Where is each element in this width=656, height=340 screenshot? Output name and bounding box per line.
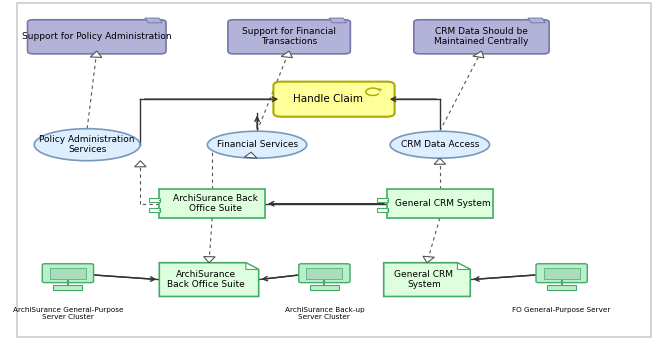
Bar [377,208,388,212]
Text: FO General-Purpose Server: FO General-Purpose Server [512,307,611,313]
Text: Financial Services: Financial Services [216,140,298,149]
Bar [387,189,493,218]
FancyBboxPatch shape [228,20,350,54]
FancyBboxPatch shape [54,285,83,290]
Text: CRM Data Access: CRM Data Access [401,140,479,149]
Ellipse shape [390,131,489,158]
Bar [544,268,580,278]
Text: General CRM
System: General CRM System [394,270,453,289]
Text: ArchiSurance General-Purpose
Server Cluster: ArchiSurance General-Purpose Server Clus… [12,307,123,320]
Polygon shape [423,256,434,263]
Bar [149,198,161,203]
Polygon shape [244,152,257,158]
Text: General CRM System: General CRM System [395,199,491,208]
Ellipse shape [34,129,140,161]
FancyBboxPatch shape [298,264,350,283]
FancyBboxPatch shape [274,82,395,117]
Text: Support for Financial
Transactions: Support for Financial Transactions [242,27,336,47]
Polygon shape [145,18,162,23]
Bar [159,189,265,218]
Polygon shape [246,263,258,270]
Polygon shape [134,161,146,167]
Bar [50,268,86,278]
Text: Support for Policy Administration: Support for Policy Administration [22,32,172,41]
Text: ArchiSurance
Back Office Suite: ArchiSurance Back Office Suite [167,270,245,289]
Polygon shape [329,18,346,23]
FancyBboxPatch shape [310,285,339,290]
Polygon shape [91,51,102,57]
Text: Handle Claim: Handle Claim [293,94,363,104]
Text: ArchiSurance Back
Office Suite: ArchiSurance Back Office Suite [173,194,258,214]
Bar [306,268,342,278]
FancyBboxPatch shape [414,20,549,54]
Bar [377,198,388,203]
Polygon shape [281,51,293,58]
Polygon shape [434,158,445,164]
Ellipse shape [207,131,307,158]
FancyBboxPatch shape [536,264,587,283]
FancyBboxPatch shape [547,285,576,290]
Polygon shape [473,51,484,58]
Text: CRM Data Should be
Maintained Centrally: CRM Data Should be Maintained Centrally [434,27,529,47]
Polygon shape [457,263,470,270]
FancyBboxPatch shape [28,20,166,54]
Text: Policy Administration
Services: Policy Administration Services [39,135,135,154]
Bar [149,208,161,212]
Polygon shape [528,18,545,23]
PathPatch shape [384,263,470,296]
PathPatch shape [159,263,258,296]
Polygon shape [203,257,215,263]
FancyBboxPatch shape [16,3,651,337]
Text: ArchiSurance Back-up
Server Cluster: ArchiSurance Back-up Server Cluster [285,307,364,320]
FancyBboxPatch shape [42,264,94,283]
